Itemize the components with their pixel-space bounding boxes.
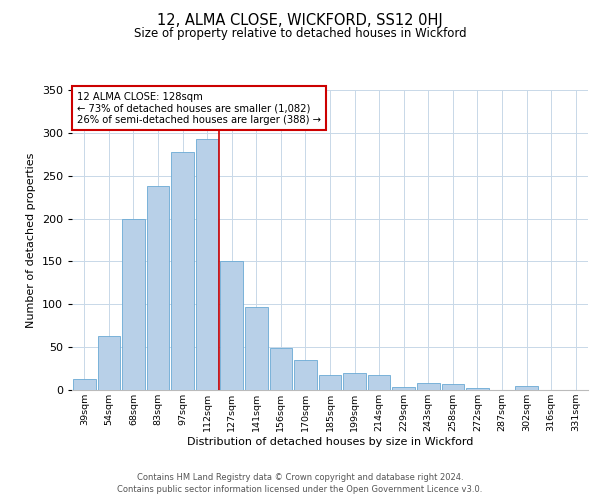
Bar (245, 307, 268, 390)
X-axis label: Distribution of detached houses by size in Wickford: Distribution of detached houses by size … (187, 437, 473, 447)
Text: Size of property relative to detached houses in Wickford: Size of property relative to detached ho… (134, 28, 466, 40)
Bar (319, 374, 341, 390)
Bar (98, 336, 120, 390)
Bar (442, 384, 464, 390)
Bar (515, 386, 538, 390)
Bar (171, 152, 194, 390)
Text: Contains HM Land Registry data © Crown copyright and database right 2024.
Contai: Contains HM Land Registry data © Crown c… (118, 472, 482, 494)
Bar (466, 388, 489, 390)
Bar (368, 374, 391, 390)
Bar (220, 262, 243, 390)
Bar (73, 379, 95, 390)
Bar (146, 186, 169, 390)
Text: 12, ALMA CLOSE, WICKFORD, SS12 0HJ: 12, ALMA CLOSE, WICKFORD, SS12 0HJ (157, 12, 443, 28)
Bar (417, 383, 440, 390)
Bar (343, 373, 366, 390)
Bar (122, 218, 145, 390)
Bar (196, 139, 218, 390)
Text: 12 ALMA CLOSE: 128sqm
← 73% of detached houses are smaller (1,082)
26% of semi-d: 12 ALMA CLOSE: 128sqm ← 73% of detached … (77, 92, 321, 124)
Bar (294, 360, 317, 390)
Bar (269, 348, 292, 390)
Bar (392, 386, 415, 390)
Y-axis label: Number of detached properties: Number of detached properties (26, 152, 36, 328)
